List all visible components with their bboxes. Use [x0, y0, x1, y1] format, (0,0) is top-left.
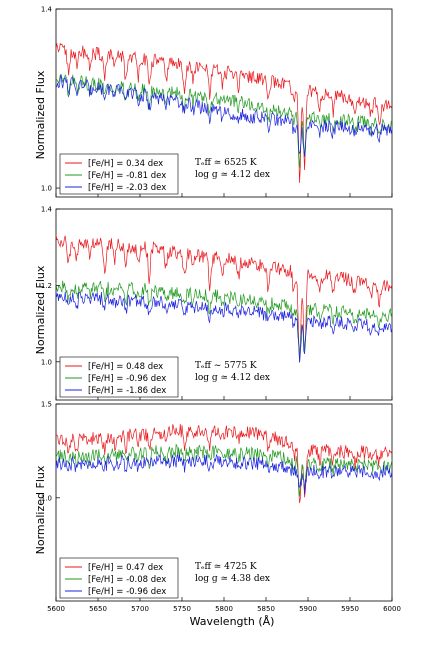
- logg-annotation: log g ≃ 4.38 dex: [195, 574, 270, 584]
- series-line-3: [55, 291, 393, 363]
- series-line-1: [55, 423, 393, 504]
- series-line-1: [55, 233, 393, 363]
- legend-entry: [Fe/H] = -0.08 dex: [88, 575, 166, 585]
- x-tick-label: 5900: [299, 605, 317, 613]
- y-tick-label: 1.4: [41, 206, 53, 214]
- panels-group: 1.0 1.4 [Fe/H] = 0.34 dex [Fe/H] = -0.81 de…: [41, 6, 401, 614]
- teff-annotation: Tₑff ≃ 4725 K: [195, 562, 257, 572]
- teff-annotation: Tₑff ≃ 6525 K: [195, 158, 257, 168]
- legend-entry: [Fe/H] = -1.86 dex: [88, 386, 166, 396]
- series-line-3: [55, 74, 393, 157]
- legend-entry: [Fe/H] = -2.03 dex: [88, 183, 166, 193]
- y-tick-label: 1.4: [41, 6, 53, 14]
- y-axis-label-panel-3: Normalized Flux: [34, 465, 47, 554]
- y-tick-label: 1.0: [41, 185, 52, 193]
- legend-entry: [Fe/H] = 0.47 dex: [88, 563, 163, 573]
- x-tick-label: 5700: [131, 605, 149, 613]
- series-line-3: [55, 453, 393, 495]
- logg-annotation: log g ≃ 4.12 dex: [195, 373, 270, 383]
- panel-3: 1.0 1.5 5600 5650 5700 5750 5800 5850 5900 5950 60…: [41, 401, 401, 614]
- x-tick-label: 6000: [383, 605, 401, 613]
- series-line-2: [55, 280, 393, 363]
- panel-1: 1.0 1.4 [Fe/H] = 0.34 dex [Fe/H] = -0.81 de…: [41, 6, 393, 198]
- x-tick-label: 5600: [47, 605, 65, 613]
- legend-entry: [Fe/H] = -0.81 dex: [88, 171, 166, 181]
- y-tick-label: 1.0: [41, 494, 52, 502]
- legend-entry: [Fe/H] = -0.96 dex: [88, 587, 166, 597]
- y-tick-label: 1.5: [41, 401, 52, 409]
- x-tick-label: 5850: [257, 605, 275, 613]
- series-line-1: [55, 42, 393, 183]
- legend-entry: [Fe/H] = 0.48 dex: [88, 362, 163, 372]
- x-tick-label: 5750: [173, 605, 191, 613]
- y-axis-label-panel-2: Normalized Flux: [34, 265, 47, 354]
- panel-2: 1.0 1.2 1.4 [Fe/H] = 0.48 dex [Fe/H] = -0.96…: [41, 206, 393, 401]
- legend-entry: [Fe/H] = -0.96 dex: [88, 374, 166, 384]
- x-tick-label: 5650: [89, 605, 107, 613]
- y-tick-label: 1.0: [41, 358, 52, 366]
- x-tick-label: 5800: [215, 605, 233, 613]
- series-line-2: [55, 443, 393, 497]
- x-tick-label: 5950: [341, 605, 359, 613]
- teff-annotation: Tₑff ~ 5775 K: [195, 361, 257, 371]
- legend-entry: [Fe/H] = 0.34 dex: [88, 159, 163, 169]
- x-axis-label: Wavelength (Å): [190, 615, 275, 628]
- logg-annotation: log g ≃ 4.12 dex: [195, 170, 270, 180]
- y-axis-label-panel-1: Normalized Flux: [34, 70, 47, 159]
- y-tick-label: 1.2: [41, 282, 52, 290]
